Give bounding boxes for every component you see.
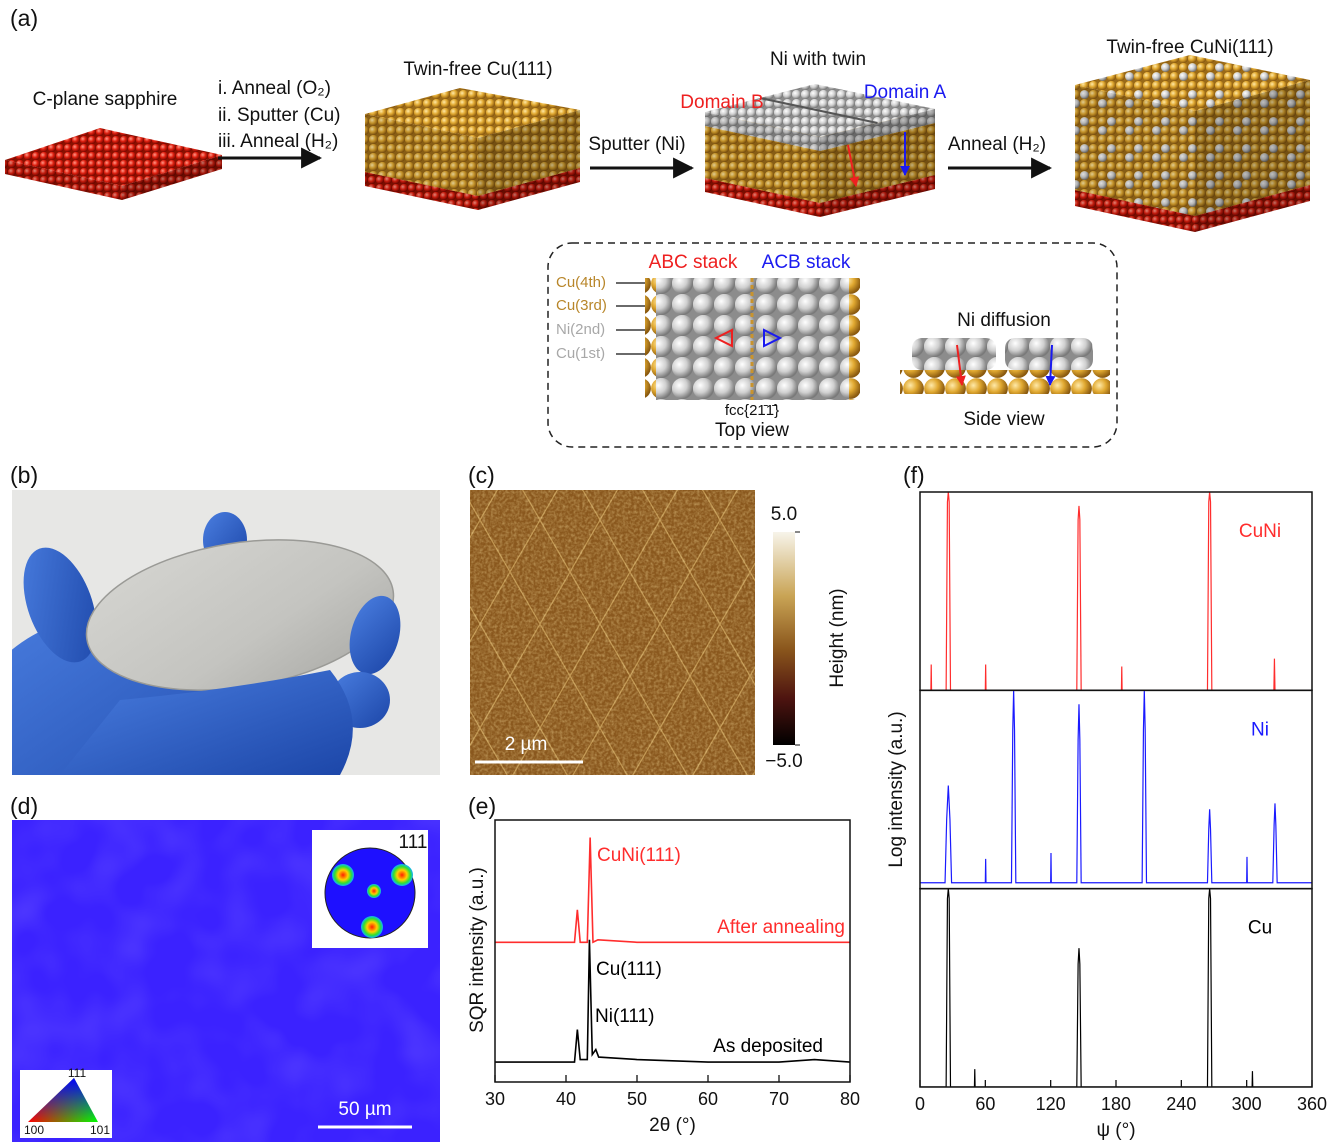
x-tick-label: 60 [698, 1089, 718, 1109]
stack-label: ABC stack [649, 252, 738, 273]
scale-bar-label: 50 µm [338, 1099, 391, 1120]
x-tick-label: 60 [975, 1094, 995, 1114]
layer-label: Cu(3rd) [556, 297, 607, 314]
x-axis-label: ψ (°) [1096, 1120, 1135, 1141]
step-label: Anneal (H₂) [948, 134, 1046, 155]
panel-label: (e) [468, 793, 496, 819]
wafer-photo [0, 490, 440, 830]
x-axis-label: 2θ (°) [649, 1115, 696, 1136]
panel-label: (a) [10, 5, 38, 31]
plane-label: fcc{21̄1̄} [725, 402, 779, 419]
x-tick-label: 70 [769, 1089, 789, 1109]
legend-label: CuNi [1239, 521, 1281, 542]
layer-label: Cu(4th) [556, 274, 606, 291]
ipf-label: 101 [90, 1123, 110, 1137]
legend-label: Cu [1248, 918, 1272, 939]
panel-label: (f) [903, 462, 925, 488]
x-tick-label: 360 [1297, 1094, 1327, 1114]
panel-label: (b) [10, 462, 38, 488]
y-axis-label: Log intensity (a.u.) [886, 711, 907, 867]
x-tick-label: 30 [485, 1089, 505, 1109]
panel-label: (c) [468, 462, 495, 488]
panel-label: (d) [10, 793, 38, 819]
layer-label: Cu(1st) [556, 345, 605, 362]
stage-label: Ni with twin [770, 49, 866, 70]
domain-label: Domain A [864, 82, 947, 103]
stage-label: C-plane sapphire [33, 89, 178, 110]
top-view [645, 278, 860, 400]
scale-bar-label: 2 µm [505, 734, 548, 755]
peak-label: Ni(111) [595, 1006, 654, 1027]
x-tick-label: 40 [556, 1089, 576, 1109]
x-tick-label: 120 [1036, 1094, 1066, 1114]
x-tick-label: 180 [1101, 1094, 1131, 1114]
ipf-label: 111 [68, 1066, 87, 1080]
view-label: Top view [715, 420, 789, 441]
ipf-label: 100 [24, 1123, 44, 1137]
layer-label: Ni(2nd) [556, 321, 605, 338]
legend-label: Ni [1251, 719, 1269, 740]
peak-label: Cu(111) [596, 959, 662, 980]
step-label: i. Anneal (O₂) [218, 78, 331, 99]
colorbar [773, 532, 795, 745]
view-label: Ni diffusion [957, 310, 1051, 331]
figure: (a) C-plane sapphire i. Anneal (O₂) ii. … [0, 0, 1342, 1142]
colorbar-label: Height (nm) [827, 588, 848, 687]
y-axis-label: SQR intensity (a.u.) [467, 867, 488, 1033]
stage-label: Twin-free CuNi(111) [1106, 37, 1273, 58]
view-label: Side view [963, 409, 1045, 430]
colorbar-tick-label: 5.0 [771, 504, 797, 525]
series-label: As deposited [713, 1036, 823, 1057]
side-view [900, 338, 1110, 394]
x-tick-label: 50 [627, 1089, 647, 1109]
stack-label: ACB stack [762, 252, 851, 273]
series-label: After annealing [717, 917, 845, 938]
colorbar-tick-label: −5.0 [765, 751, 803, 772]
pole-figure-label: 111 [399, 832, 428, 853]
x-tick-label: 0 [915, 1094, 925, 1114]
schematic: (a) C-plane sapphire i. Anneal (O₂) ii. … [5, 5, 1310, 447]
x-tick-label: 80 [840, 1089, 860, 1109]
step-label: iii. Anneal (H₂) [218, 131, 338, 152]
x-tick-label: 300 [1232, 1094, 1262, 1114]
step-label: ii. Sputter (Cu) [218, 105, 340, 126]
stage-label: Twin-free Cu(111) [403, 59, 552, 80]
afm-image [470, 490, 755, 775]
step-label: Sputter (Ni) [588, 134, 685, 155]
x-tick-label: 240 [1166, 1094, 1196, 1114]
domain-label: Domain B [680, 92, 763, 113]
ebsd-map [12, 820, 440, 1142]
page: { "panel_labels": ["(a)", "(b)", "(c)", … [0, 0, 1342, 1142]
peak-label: CuNi(111) [597, 845, 681, 866]
